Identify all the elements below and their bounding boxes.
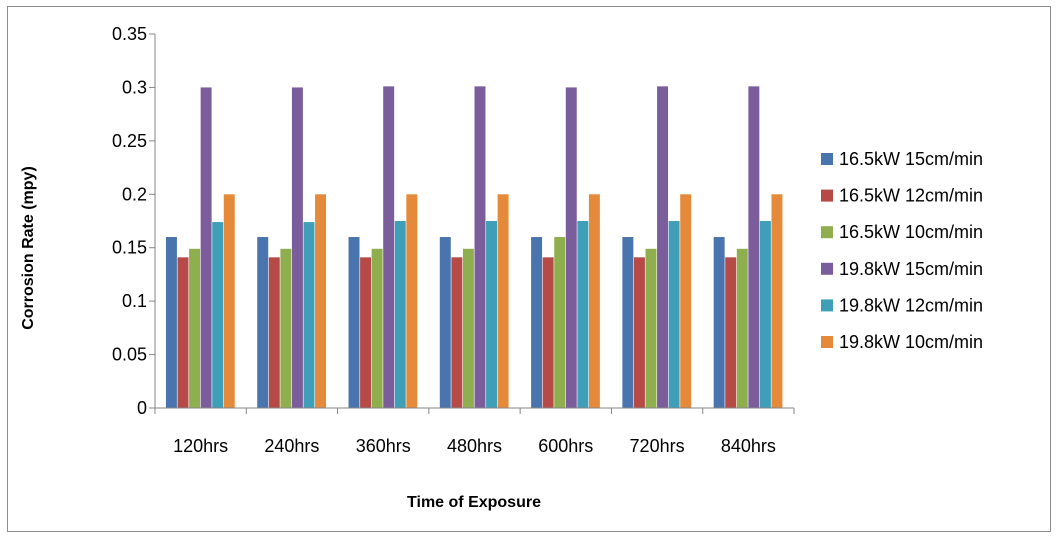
bar-16-5kw-15cm-min-480hrs [439, 237, 451, 408]
y-tick-label: 0.3 [122, 77, 147, 97]
legend-label: 16.5kW 10cm/min [839, 222, 983, 242]
bar-16-5kw-12cm-min-600hrs [542, 257, 554, 408]
bar-16-5kw-12cm-min-360hrs [360, 257, 372, 408]
x-tick-label: 600hrs [538, 436, 593, 456]
bar-19-8kw-12cm-min-120hrs [212, 222, 224, 408]
bar-16-5kw-10cm-min-720hrs [645, 248, 657, 408]
x-tick-label: 120hrs [173, 436, 228, 456]
bar-16-5kw-10cm-min-600hrs [554, 237, 566, 408]
legend-label: 19.8kW 12cm/min [839, 295, 983, 315]
bar-19-8kw-12cm-min-480hrs [486, 221, 498, 408]
bar-19-8kw-15cm-min-120hrs [200, 87, 212, 409]
y-axis-title: Corrosion Rate (mpy) [20, 166, 37, 330]
bar-16-5kw-15cm-min-600hrs [531, 237, 543, 408]
x-tick-label: 840hrs [721, 436, 776, 456]
legend-label: 19.8kW 10cm/min [839, 332, 983, 352]
legend: 16.5kW 15cm/min 16.5kW 12cm/min 16.5kW 10c… [821, 149, 983, 352]
y-tick-label: 0.25 [112, 131, 147, 151]
plot-area [165, 86, 783, 409]
bar-19-8kw-10cm-min-840hrs [771, 194, 783, 408]
bar-16-5kw-10cm-min-480hrs [462, 248, 474, 408]
bar-16-5kw-15cm-min-360hrs [348, 237, 360, 408]
bar-19-8kw-12cm-min-840hrs [759, 221, 771, 408]
bar-19-8kw-15cm-min-840hrs [748, 86, 760, 409]
bar-16-5kw-10cm-min-360hrs [371, 248, 383, 408]
bar-19-8kw-12cm-min-360hrs [394, 221, 406, 408]
x-axis: 120hrs 240hrs 360hrs 480hrs 600hrs 720hrs 840h… [154, 407, 795, 456]
y-tick-label: 0.05 [112, 345, 147, 365]
legend-label: 16.5kW 15cm/min [839, 149, 983, 169]
x-tick-label: 480hrs [447, 436, 502, 456]
legend-label: 16.5kW 12cm/min [839, 186, 983, 206]
y-tick-label: 0.2 [122, 184, 147, 204]
y-tick-label: 0.15 [112, 238, 147, 258]
bar-19-8kw-10cm-min-240hrs [315, 194, 327, 408]
legend-label: 19.8kW 15cm/min [839, 259, 983, 279]
bar-16-5kw-12cm-min-240hrs [268, 257, 280, 408]
bar-16-5kw-15cm-min-840hrs [713, 237, 725, 408]
bar-19-8kw-15cm-min-240hrs [291, 87, 303, 409]
bar-19-8kw-12cm-min-720hrs [668, 221, 680, 408]
y-axis: 0 0.05 0.1 0.15 0.2 0.25 0.3 0.35 [112, 24, 156, 418]
legend-swatch [821, 153, 833, 165]
legend-swatch [821, 226, 833, 239]
legend-swatch [821, 299, 833, 312]
bar-19-8kw-10cm-min-720hrs [680, 194, 692, 408]
bar-19-8kw-15cm-min-600hrs [565, 87, 577, 409]
bar-19-8kw-15cm-min-720hrs [657, 86, 669, 409]
bar-16-5kw-12cm-min-480hrs [451, 257, 463, 408]
y-tick-label: 0.1 [122, 291, 147, 311]
bar-16-5kw-15cm-min-240hrs [257, 237, 269, 408]
bar-19-8kw-15cm-min-360hrs [383, 86, 395, 409]
legend-swatch [821, 189, 833, 202]
bar-16-5kw-15cm-min-720hrs [622, 237, 634, 408]
bar-19-8kw-10cm-min-120hrs [223, 194, 235, 408]
x-tick-label: 720hrs [630, 436, 685, 456]
bar-16-5kw-12cm-min-120hrs [177, 257, 189, 408]
bar-16-5kw-12cm-min-840hrs [725, 257, 737, 408]
x-tick-label: 360hrs [356, 436, 411, 456]
x-axis-title: Time of Exposure [407, 494, 541, 511]
bar-16-5kw-15cm-min-120hrs [165, 237, 177, 408]
bar-16-5kw-10cm-min-120hrs [189, 248, 201, 408]
bar-19-8kw-10cm-min-600hrs [588, 194, 600, 408]
y-tick-label: 0.35 [112, 24, 147, 44]
bar-16-5kw-12cm-min-720hrs [633, 257, 645, 408]
y-tick-label: 0 [137, 398, 147, 418]
bar-19-8kw-15cm-min-480hrs [474, 86, 486, 409]
bar-16-5kw-10cm-min-840hrs [736, 248, 748, 408]
bar-19-8kw-10cm-min-360hrs [406, 194, 418, 408]
bar-16-5kw-10cm-min-240hrs [280, 248, 292, 408]
bar-19-8kw-12cm-min-600hrs [577, 221, 589, 408]
x-tick-label: 240hrs [264, 436, 319, 456]
bar-19-8kw-12cm-min-240hrs [303, 222, 315, 408]
legend-swatch [821, 336, 833, 348]
bar-19-8kw-10cm-min-480hrs [497, 194, 509, 408]
legend-swatch [821, 262, 833, 275]
